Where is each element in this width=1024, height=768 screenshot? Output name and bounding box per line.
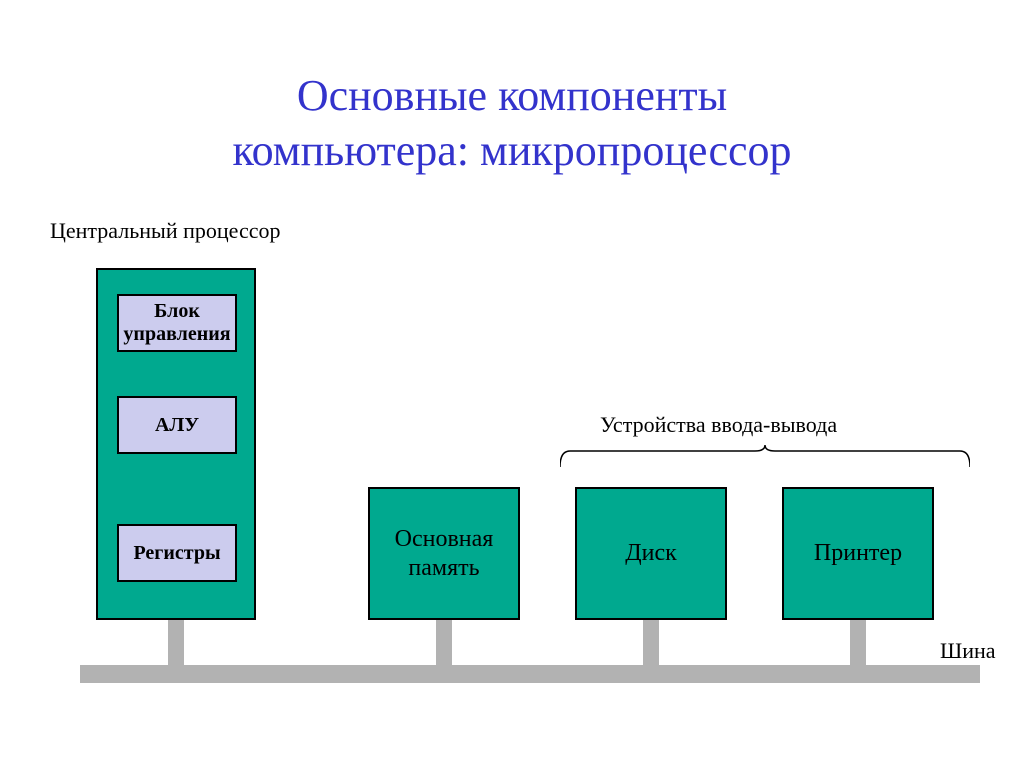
- title-line2: компьютера: микропроцессор: [232, 126, 791, 175]
- control-unit-box: Блок управления: [117, 294, 237, 352]
- disk-box: Диск: [575, 487, 727, 620]
- printer-label: Принтер: [814, 539, 902, 568]
- alu-box: АЛУ: [117, 396, 237, 454]
- printer-box: Принтер: [782, 487, 934, 620]
- io-brace: [560, 445, 970, 469]
- registers-label: Регистры: [133, 542, 220, 565]
- title-line1: Основные компоненты: [297, 71, 727, 120]
- control-unit-label: Блок управления: [123, 300, 230, 346]
- registers-box: Регистры: [117, 524, 237, 582]
- main-memory-box: Основная память: [368, 487, 520, 620]
- diagram-canvas: Основные компоненты компьютера: микропро…: [0, 0, 1024, 768]
- cpu-label: Центральный процессор: [50, 218, 281, 244]
- slide-title: Основные компоненты компьютера: микропро…: [0, 68, 1024, 178]
- bus-bar: [80, 665, 980, 683]
- disk-label: Диск: [625, 539, 677, 568]
- alu-label: АЛУ: [155, 414, 199, 437]
- bus-label: Шина: [940, 638, 996, 664]
- io-group-label: Устройства ввода-вывода: [600, 412, 837, 438]
- main-memory-label: Основная память: [395, 525, 494, 583]
